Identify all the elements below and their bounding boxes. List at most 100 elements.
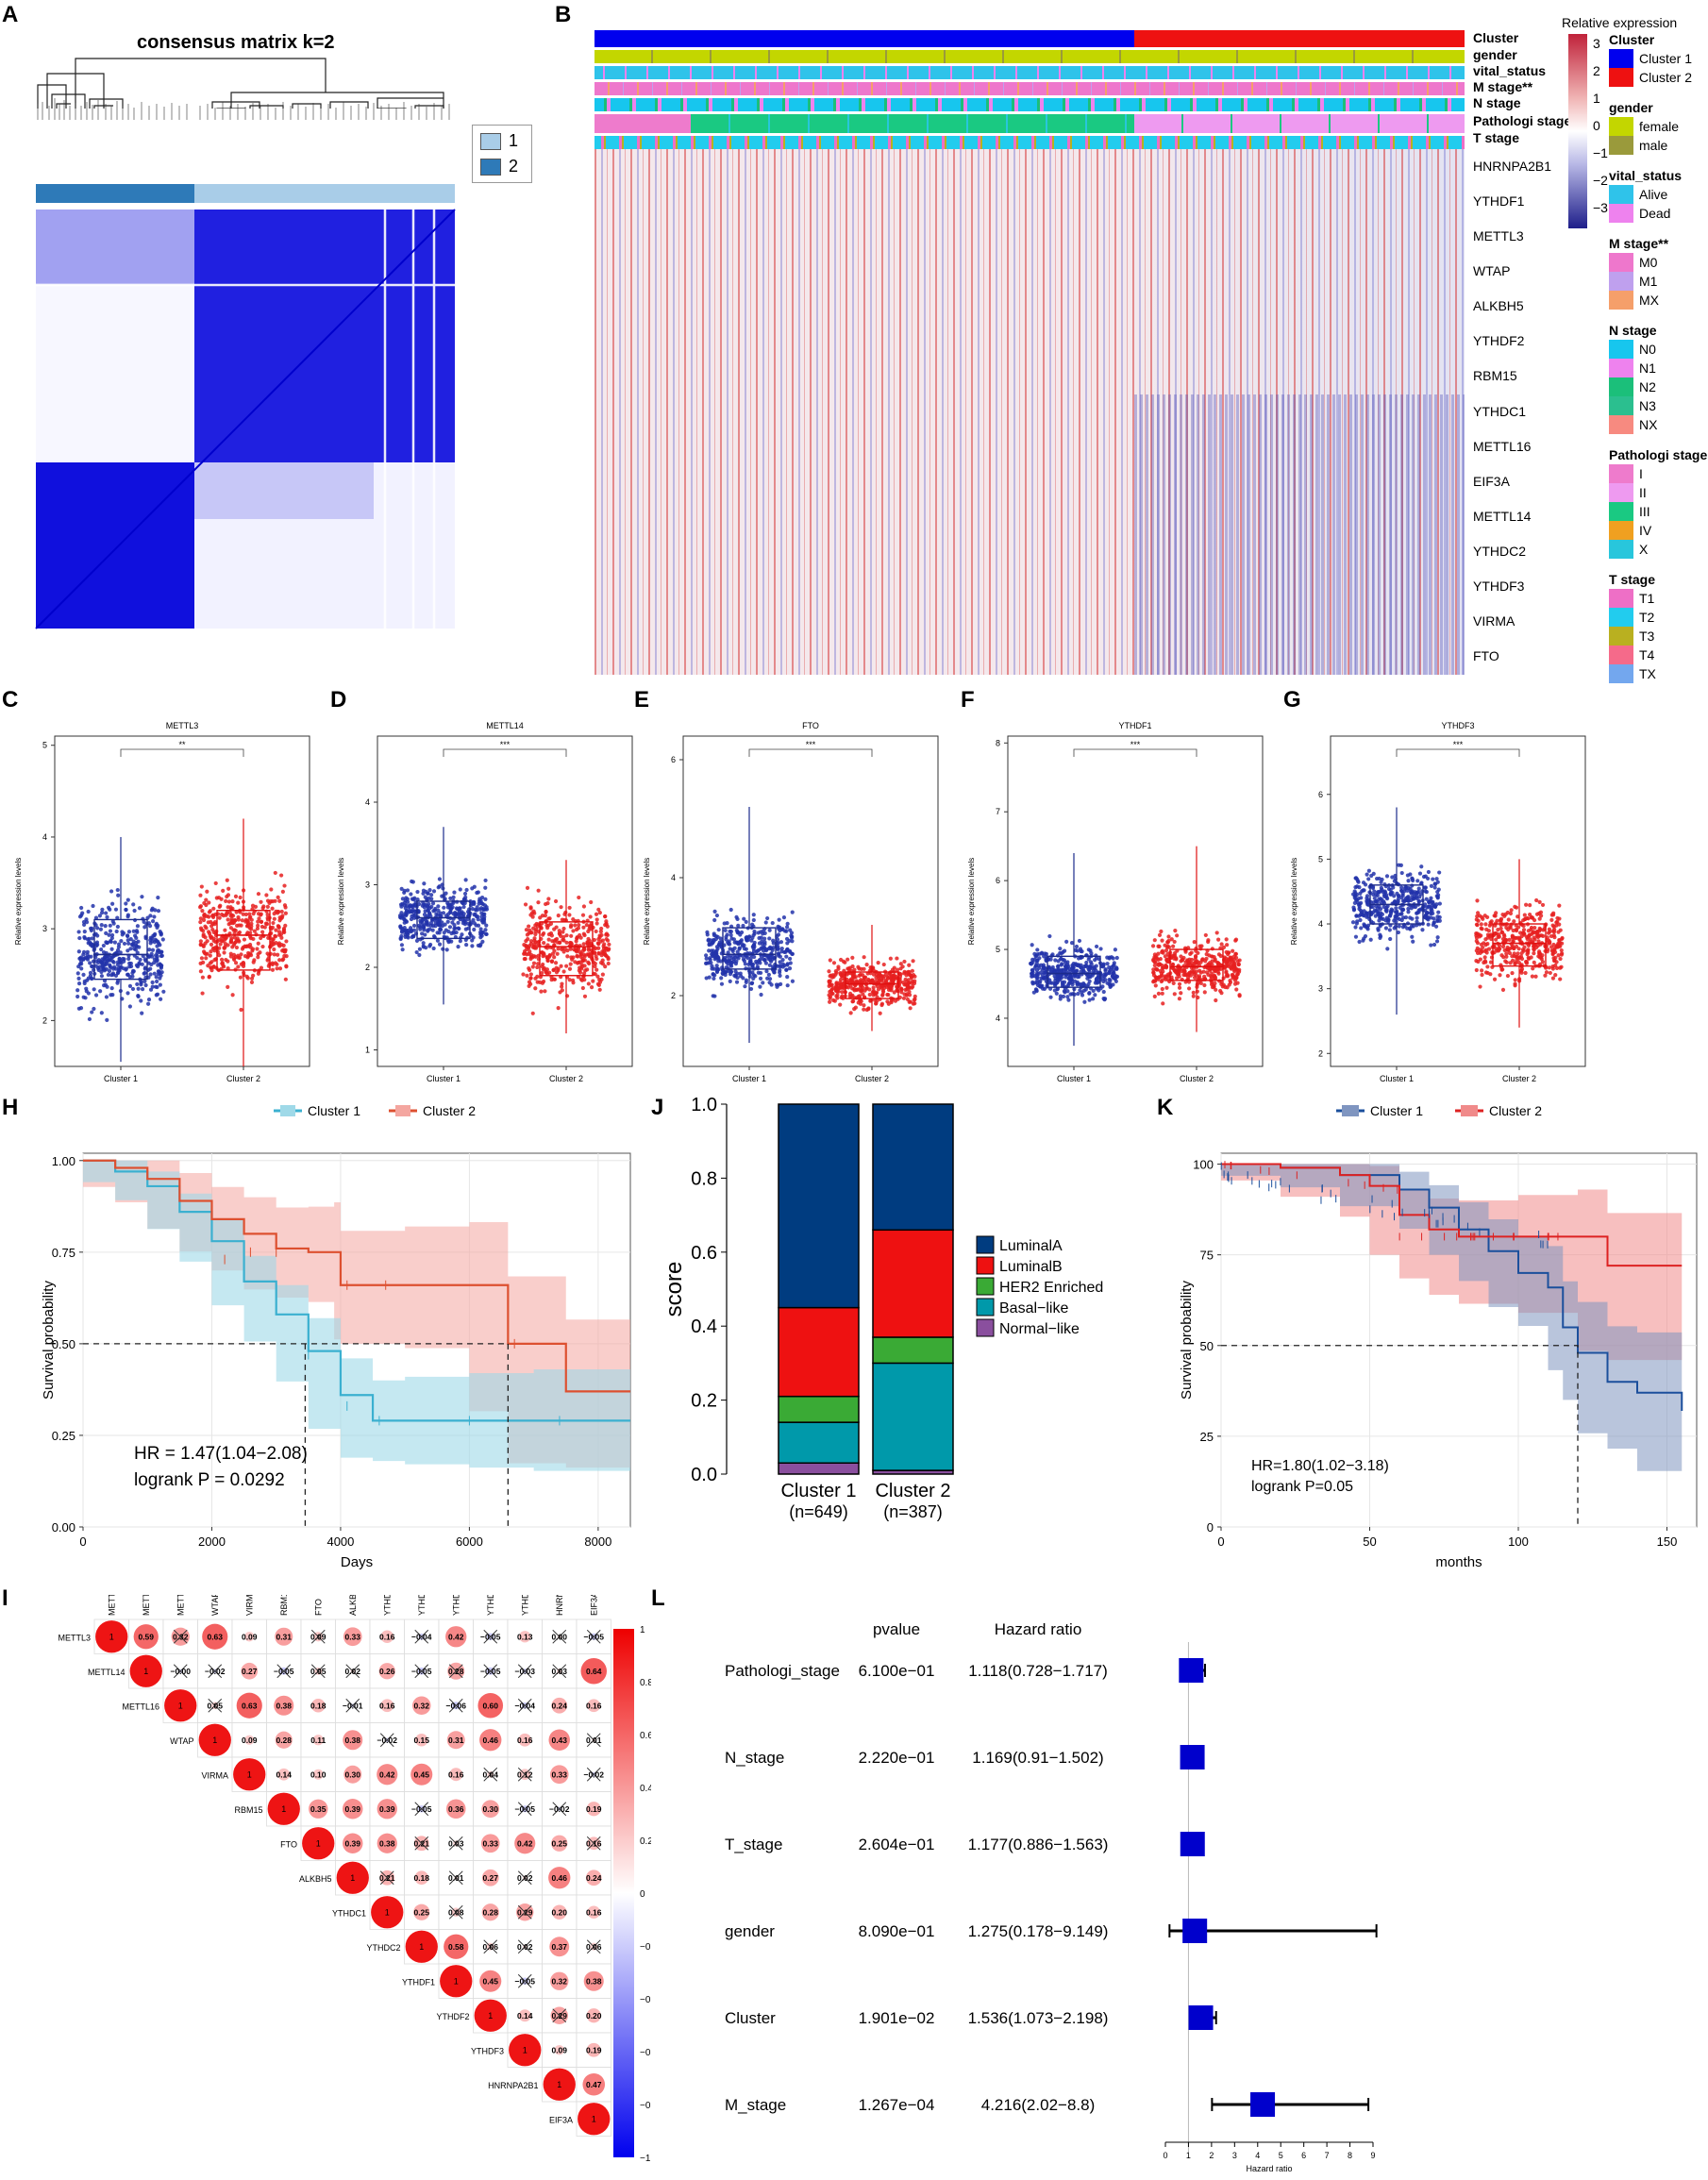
corr-circle [444,1934,469,1959]
boxplot-ytick: 7 [996,807,1000,816]
boxplot-ytick: 2 [42,1015,47,1025]
corr-value: 1 [178,1701,183,1710]
legend-swatch [1609,521,1633,540]
corr-circle [554,2044,565,2055]
gene-label: YTHDF3 [1473,579,1525,595]
corr-scale-tick: −0.8 [640,2101,651,2111]
corr-scale-tick: 0.2 [640,1836,651,1847]
legend-swatch [1609,359,1633,377]
insignificant-cross [173,1629,188,1644]
insignificant-cross [448,1836,463,1851]
corr-value: 0.14 [276,1769,292,1779]
k-xlabel: months [1435,1554,1482,1570]
l-row-name: N_stage [725,1749,784,1767]
h-xtick: 0 [79,1534,86,1549]
ann-label-pathstage: Pathologi stage [1473,113,1572,128]
legend-heading: M stage** [1609,236,1669,251]
corr-circle [551,1697,568,1714]
legend-swatch [1609,68,1633,87]
insignificant-cross [379,1870,394,1886]
k-ytick: 25 [1200,1430,1214,1444]
insignificant-cross [208,1698,223,1713]
insignificant-cross [414,1664,429,1679]
corr-value: 1 [247,1769,252,1779]
corr-value: 1 [454,1976,459,1986]
j-ytick: 0.4 [691,1316,717,1337]
corr-value: 0.11 [310,1736,326,1745]
legend-item: Cluster 2 [1639,70,1693,85]
corr-circle [474,1999,507,2032]
corr-value: 1 [109,1632,114,1641]
corr-circle [514,1833,536,1854]
box-2 [539,921,594,977]
boxplot-ylabel: Relative expression levels [643,858,651,946]
corr-circle [274,1695,294,1716]
jitter-points-1 [75,887,166,1022]
corr-value: 0.39 [379,1804,395,1814]
j-ytick: 0.6 [691,1243,717,1264]
legend-swatch [1609,627,1633,646]
j-legend-label: HER2 Enriched [999,1280,1103,1296]
boxplot-ytick: 8 [996,738,1000,747]
legend-heading: N stage [1609,323,1657,338]
corr-value: 0.19 [586,2045,602,2054]
colorbar-tick: 3 [1593,36,1600,51]
ann-label-tstage: T stage [1473,130,1520,145]
corr-row-label: YTHDC2 [366,1943,400,1953]
legend-item: N1 [1639,361,1656,376]
corr-row-label: METTL14 [88,1668,126,1677]
hr-marker [1179,1658,1204,1683]
corr-value: 0.35 [310,1804,327,1814]
gene-label: YTHDF2 [1473,333,1525,349]
j-legend-swatch [976,1298,995,1316]
corr-value: 0.39 [344,1838,360,1848]
corr-circle [479,1970,502,1992]
gene-label: HNRNPA2B1 [1473,158,1551,174]
corr-col-label: RBM15 [279,1595,289,1616]
corr-value: 0.63 [242,1701,258,1710]
corr-row-label: EIF3A [549,2115,573,2124]
corr-value: −0.04 [514,1701,535,1710]
boxplot-ytick: 4 [671,873,676,882]
panel-label-g: G [1283,687,1301,713]
gene-label: RBM15 [1473,368,1517,384]
boxplot-ylabel: Relative expression levels [1290,858,1298,946]
corr-value: 0.47 [586,2080,602,2089]
insignificant-cross [586,1939,601,1954]
corr-value: 0.05 [207,1701,223,1710]
bar-segment [778,1421,860,1464]
corr-value: 0.39 [344,1804,360,1814]
corr-circle [343,1765,362,1784]
corr-value: 0.31 [448,1736,464,1745]
hr-marker [1250,2092,1276,2117]
corr-value: 0.21 [413,1838,429,1848]
signif-label: *** [806,740,816,749]
box-2 [845,971,899,999]
insignificant-cross [483,1629,498,1644]
consensus-legend: 1 2 [472,125,532,183]
corr-col-label: YTHDF3 [520,1595,529,1616]
corr-circle [129,1654,162,1687]
subtype-stacked-bar: 1.0 0.8 0.6 0.4 0.2 0.0 score Cluster 1(n=649) C… [661,1095,1103,1521]
legend-swatch [1609,185,1633,204]
j-xlabel: Cluster 1 [780,1481,856,1501]
jitter-points-1 [397,877,490,958]
corr-row-label: HNRNPA2B1 [488,2081,538,2090]
forest-plot: pvalue Hazard ratio Pathologi_stage 6.100e−… [725,1620,1378,2173]
box-2 [1169,948,1224,981]
corr-circle [380,1630,394,1644]
legend-item: male [1639,138,1668,153]
legend-swatch [1609,253,1633,272]
corr-value: 0.02 [517,1942,533,1952]
l-row-name: Pathologi_stage [725,1662,840,1680]
legend-swatch [1609,117,1633,136]
l-row-pvalue: 1.901e−02 [859,2009,935,2027]
k-ytick: 75 [1200,1249,1214,1263]
insignificant-cross [208,1664,223,1679]
corr-value: 1 [143,1667,148,1676]
corr-circle [410,1763,433,1786]
corr-circle [244,1735,255,1745]
j-xlabel-n: (n=649) [789,1502,848,1521]
insignificant-cross [586,1629,601,1644]
corr-value: 0.27 [482,1873,498,1883]
